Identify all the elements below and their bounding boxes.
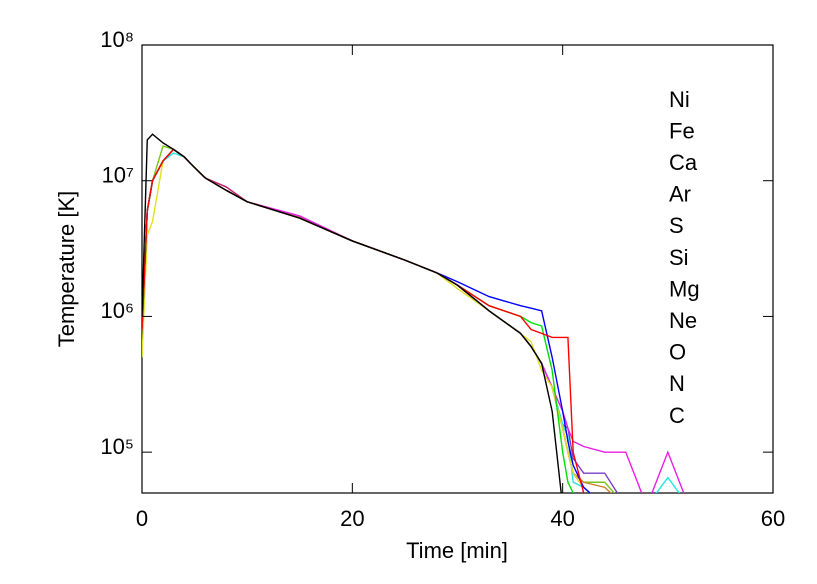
legend-entry: Si <box>669 245 689 270</box>
y-tick-label: 10⁵ <box>100 434 134 459</box>
x-axis-label: Time [min] <box>406 538 508 563</box>
legend-entry: Ni <box>669 87 690 112</box>
y-axis-label: Temperature [K] <box>54 191 79 348</box>
x-tick-label: 60 <box>761 506 785 531</box>
x-tick-label: 20 <box>340 506 364 531</box>
legend-entry: S <box>669 213 684 238</box>
legend-entry: Ne <box>669 308 697 333</box>
series-line <box>142 148 685 493</box>
lines <box>142 133 685 493</box>
y-tick-label: 10⁶ <box>100 298 134 323</box>
y-tick-label: 10⁸ <box>100 27 134 52</box>
x-tick-label: 40 <box>550 506 574 531</box>
series-line <box>142 133 562 493</box>
legend-entry: N <box>669 371 685 396</box>
legend-entry: O <box>669 340 686 365</box>
plot-frame <box>141 44 774 494</box>
legend-entry: Fe <box>669 118 695 143</box>
series-line <box>142 152 681 493</box>
legend-entry: Ar <box>669 182 691 207</box>
legend-entry: Ca <box>669 150 698 175</box>
y-tick-label: 10⁷ <box>102 163 134 188</box>
legend-entry: C <box>669 403 685 428</box>
x-tick-label: 0 <box>136 506 148 531</box>
legend-entry: Mg <box>669 276 700 301</box>
